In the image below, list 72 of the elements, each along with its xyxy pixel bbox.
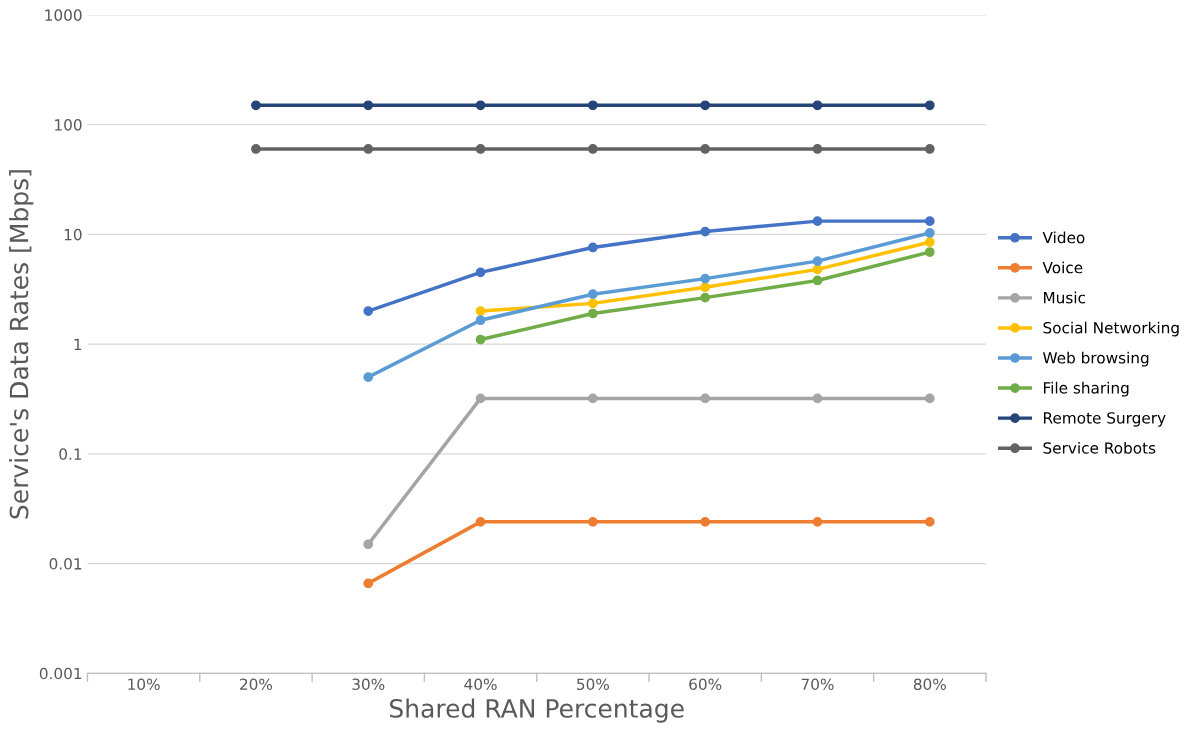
point [924,516,935,527]
y-tick-label: 0.001 [39,667,82,680]
x-tick-label: 80% [913,678,946,691]
legend-label: File sharing [1043,381,1129,397]
point [700,516,711,527]
point [363,539,374,550]
point [475,516,486,527]
point [363,144,374,154]
point [587,516,598,527]
point [924,247,935,257]
point [700,226,711,237]
point [475,393,486,404]
y-tick-label: 10 [64,228,82,241]
y-tick-label: 1 [74,338,82,350]
x-tick-label: 10% [128,678,160,691]
point [812,100,823,111]
point [475,334,486,345]
x-tick-label: 30% [352,678,385,691]
point [924,144,935,154]
y-tick-label: 1000 [45,9,82,21]
x-tick-label: 20% [240,678,273,691]
point [587,393,598,404]
point [924,393,935,404]
point [475,267,486,278]
point [924,228,935,238]
y-tick-label: 0.01 [49,558,82,570]
legend-label: Voice [1042,261,1083,274]
point [587,144,598,154]
y-tick-label: 100 [55,119,82,131]
point [251,100,261,111]
point [251,144,261,154]
point [363,578,374,589]
point [924,216,935,226]
point [475,144,486,154]
point [924,100,935,111]
legend-label: Service Robots [1043,441,1156,454]
legend-label: Video [1042,231,1085,244]
legend-label: Music [1043,291,1085,304]
legend-label: Remote Surgery [1043,412,1166,427]
point [475,315,486,326]
legend-label: Web browsing [1042,351,1149,367]
x-tick-label: 40% [464,678,497,691]
x-tick-label: 50% [577,678,609,691]
point [812,216,823,226]
point [587,308,598,319]
point [812,393,823,404]
y-tick-label: 0.1 [59,448,82,460]
point [587,100,598,111]
point [700,144,711,154]
point [700,100,711,111]
point [812,275,823,286]
point [700,273,711,284]
point [475,306,486,316]
y-axis-title: Service's Data Rates [Mbps] [9,170,34,519]
point [812,144,823,154]
point [363,372,374,382]
point [924,237,935,247]
point [700,282,711,293]
point [363,100,374,111]
x-tick-label: 70% [801,678,834,691]
point [587,298,598,309]
point [587,242,598,253]
x-tick-label: 60% [689,678,722,691]
point [700,292,711,303]
point [812,516,823,527]
point [475,100,486,111]
point [587,289,598,300]
legend-label: Social Networking [1043,321,1179,337]
point [700,393,711,404]
point [812,256,823,267]
point [363,306,374,316]
x-axis-title: Shared RAN Percentage [390,698,684,723]
